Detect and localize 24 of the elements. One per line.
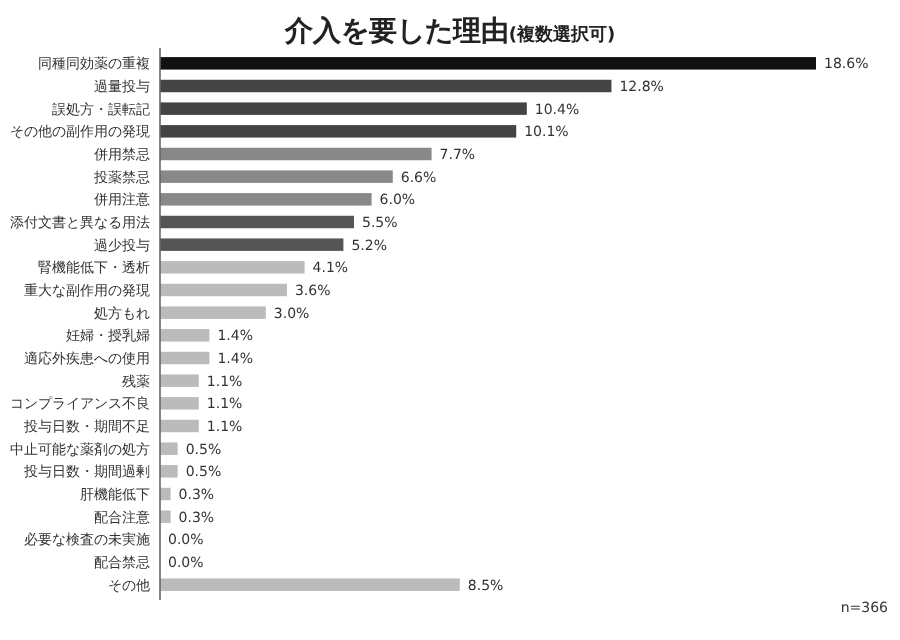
bar <box>160 125 517 138</box>
bar <box>160 306 266 319</box>
chart-subtitle: (複数選択可) <box>508 24 616 46</box>
bar <box>160 510 171 523</box>
bar <box>160 215 354 229</box>
bar <box>160 397 199 410</box>
bar <box>160 193 372 206</box>
bar <box>160 442 178 455</box>
bar <box>160 283 287 297</box>
bar <box>160 170 393 183</box>
bar <box>160 329 210 342</box>
bar <box>160 261 305 274</box>
bar <box>160 238 344 251</box>
bar <box>160 79 612 93</box>
bar <box>160 374 199 387</box>
bar <box>160 102 527 115</box>
bar <box>160 487 171 501</box>
chart-title: 介入を要した理由 <box>282 16 509 48</box>
bar <box>160 57 816 70</box>
bar <box>160 147 432 161</box>
bar <box>160 351 210 365</box>
bar <box>160 465 178 478</box>
bar <box>160 578 460 591</box>
bar <box>160 419 199 433</box>
